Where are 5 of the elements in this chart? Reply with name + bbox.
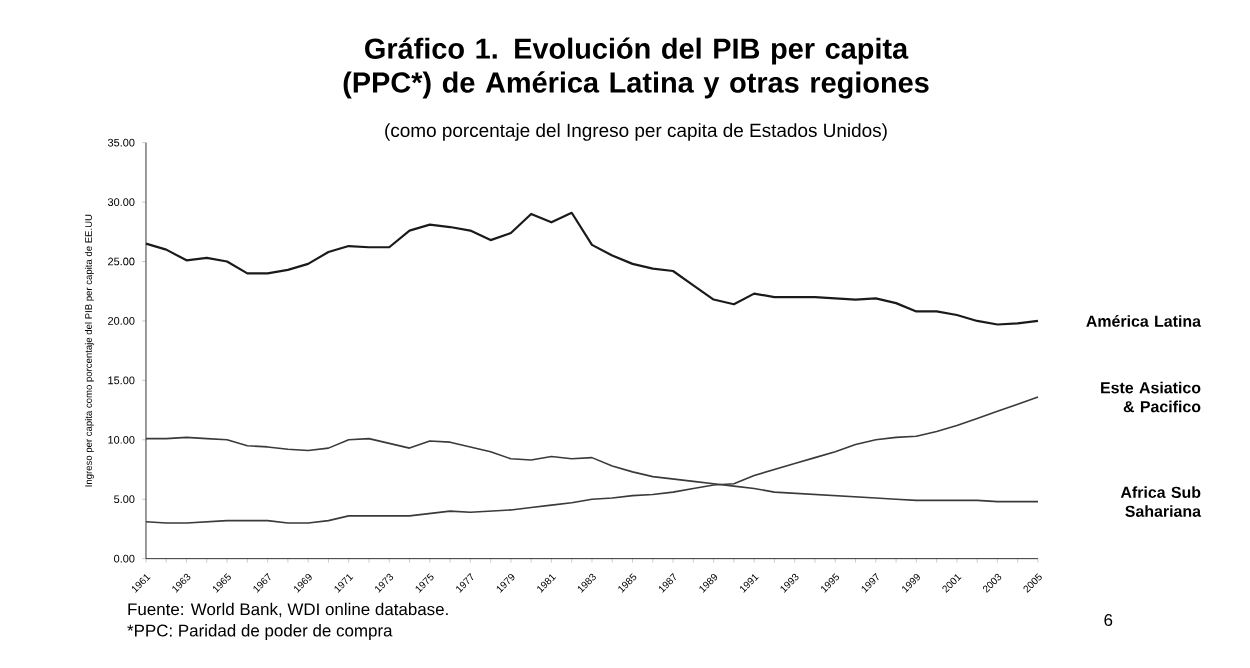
chart-subtitle: (como porcentaje del Ingreso per capita de Estados Unidos): [385, 123, 887, 141]
source-note: Fuente: World Bank, WDI online database.: [128, 602, 448, 618]
text: 6: [1104, 614, 1113, 626]
chart-title: Gráfico 1. Evolución del PIB per capita (PPC*) de América Latina y otras regiones: [343, 37, 929, 99]
text: *PPC: Paridad de poder de compra: [127, 624, 393, 640]
